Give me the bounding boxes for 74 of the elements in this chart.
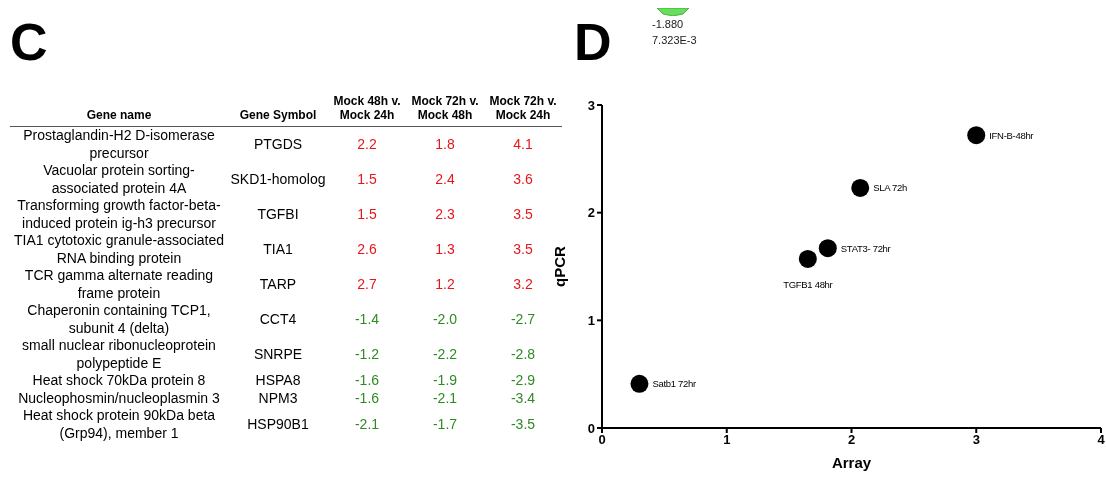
data-label: -1.4 (353, 309, 381, 329)
data-label: 3.5 (513, 240, 533, 257)
y-tick-label: Prostaglandin-H2 D-isomerase precursor (22, 126, 216, 162)
data-label: -1.2 (353, 344, 381, 364)
data-label: 3.5 (512, 204, 534, 224)
y-tick-label: Transforming growth factor-beta-induced protein ig-h3 precursor (16, 197, 222, 232)
y2-tick-label: SKD1-homolog (229, 169, 327, 189)
data-label: -2.7 (509, 309, 537, 329)
text: Gene name (10, 94, 228, 127)
data-label: -2.8 (509, 344, 537, 364)
x-tick-label: 3 (972, 432, 980, 448)
y2-tick-label: HSPA8 (254, 372, 302, 390)
data-label: 1.3 (434, 239, 456, 259)
data-label: 2.4 (434, 169, 456, 189)
x-tick-label: Mock 72h v. Mock 48h (406, 94, 484, 127)
y2-tick-label: TIA1 (262, 239, 294, 259)
y-tick-label: Heat shock protein 90kDa beta (Grp94), member 1 (21, 407, 217, 442)
data-label: 3.6 (512, 169, 534, 189)
text: 7.323E-3 (652, 34, 697, 46)
data-label: 2.6 (356, 239, 378, 259)
data-label: -2.0 (431, 309, 459, 329)
y-tick-label: 2 (587, 205, 595, 221)
y-tick-label: TIA1 cytotoxic granule-associated RNA binding protein (12, 232, 226, 267)
data-label: 2.3 (434, 204, 456, 224)
y-tick-label: small nuclear ribonucleoprotein polypeptide E (21, 337, 217, 372)
y-tick-label: 0 (587, 420, 595, 436)
y-axis-title: qPCR (551, 245, 569, 287)
x-tick-label: Mock 48h v. Mock 24h (328, 94, 406, 127)
y2-tick-label: CCT4 (258, 309, 298, 329)
data-label: 2.7 (356, 274, 378, 294)
data-label: -3.5 (509, 414, 537, 434)
y-tick-label: Chaperonin containing TCP1, subunit 4 (delta) (26, 302, 212, 337)
y2-tick-label: HSP90B1 (246, 414, 310, 434)
y2-tick-label: TGFBI (256, 204, 300, 224)
data-label: 1.8 (434, 134, 456, 154)
x-tick-label: 1 (723, 432, 731, 448)
y2-tick-label: SNRPE (252, 344, 304, 364)
data-label: -1.6 (353, 372, 381, 390)
x-tick-label: 4 (1097, 432, 1106, 448)
data-label: 1.5 (356, 204, 378, 224)
annotation: SLA 72h (873, 182, 908, 194)
y2-tick-label: NPM3 (257, 389, 299, 407)
data-label: -2.2 (431, 344, 459, 364)
data-label: -2.1 (353, 414, 381, 434)
data-label: 2.2 (356, 134, 378, 154)
annotation: Satb1 72hr (652, 378, 697, 390)
data-label: 3.2 (513, 275, 533, 292)
data-label: 4.1 (512, 134, 534, 154)
data-label: 1.2 (434, 274, 456, 294)
annotation: TGFB1 48hr (783, 278, 833, 290)
x-tick-label: 0 (598, 432, 606, 448)
data-label: -1.7 (431, 414, 459, 434)
y2-tick-label: PTGDS (252, 134, 304, 154)
y-tick-label: 1 (587, 312, 595, 328)
text: Gene Symbol (228, 94, 328, 127)
y-tick-label: Heat shock 70kDa protein 8 (31, 372, 207, 390)
annotation: IFN-B-48hr (989, 129, 1034, 141)
chart-title: C (10, 13, 48, 71)
data-label: 1.5 (356, 169, 378, 189)
chart-title: D (574, 13, 612, 71)
data-label: -1.9 (431, 372, 459, 390)
y-tick-label: Nucleophosmin/nucleoplasmin 3 (17, 389, 221, 407)
x-axis-title: Array (831, 454, 872, 471)
y-tick-label: Vacuolar protein sorting-associated protein 4A (42, 162, 196, 197)
x-tick-label: Mock 72h v. Mock 24h (484, 94, 562, 127)
data-label: -2.9 (509, 372, 537, 390)
text: -1.880 (652, 18, 684, 30)
x-tick-label: 2 (847, 432, 856, 448)
y2-tick-label: TARP (258, 274, 298, 294)
y-tick-label: TCR gamma alternate reading frame protein (23, 267, 215, 302)
annotation: STAT3- 72hr (840, 242, 891, 254)
data-label: -3.4 (509, 389, 537, 407)
data-label: -2.1 (431, 389, 459, 407)
data-label: -1.6 (353, 389, 381, 407)
